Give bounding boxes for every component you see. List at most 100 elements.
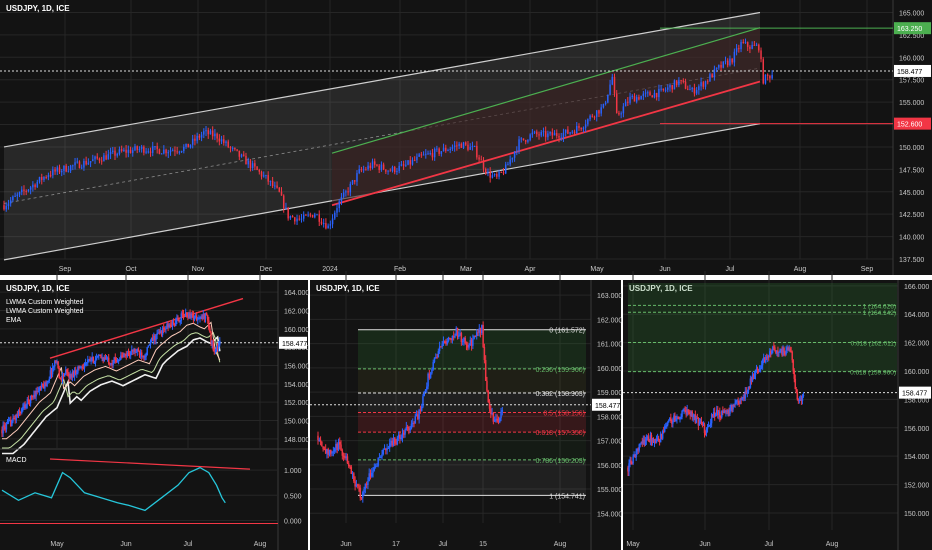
candle-body (16, 194, 19, 196)
candle-body (129, 351, 132, 356)
candle-body (677, 417, 679, 419)
candle-body (17, 410, 20, 416)
candle-body (231, 147, 234, 149)
candle-body (456, 145, 458, 147)
candle-body (139, 352, 142, 355)
candle-body (409, 428, 411, 431)
chart-panel-bottom_left[interactable]: 164.000162.000160.000158.000156.000154.0… (0, 271, 309, 550)
candle-body (734, 402, 736, 405)
candle-body (607, 94, 609, 103)
candle-body (36, 181, 39, 188)
candle-body (6, 422, 9, 424)
chart-panel-bottom_middle[interactable]: 163.000 162.000 161.000 160.000 159.000 158.0… (310, 271, 622, 550)
panel-background (0, 280, 308, 550)
candle-body (648, 440, 651, 442)
candle-body (99, 354, 101, 356)
candle-body (35, 390, 37, 397)
candle-body (332, 451, 335, 453)
candle-body (509, 159, 511, 165)
candle-body (382, 449, 385, 455)
macd-panel[interactable]: 1.000 0.500 0.000 MACD (0, 448, 308, 525)
candle-body (345, 191, 347, 193)
candle-body (369, 473, 372, 477)
x-tick-label: Sep (59, 266, 72, 273)
candle-body (697, 418, 700, 426)
candle-body (680, 416, 682, 418)
candle-body (527, 140, 529, 142)
candle-body (342, 192, 345, 197)
candle-body (641, 441, 644, 444)
candle-body (347, 463, 350, 467)
candle-body (216, 346, 219, 349)
candle-body (436, 357, 438, 359)
candle-body (100, 355, 102, 359)
candle-body (730, 404, 732, 409)
candle-body (168, 324, 170, 328)
candle-body (374, 466, 377, 468)
candle-body (165, 328, 167, 330)
candle-body (260, 171, 263, 177)
candle-body (480, 159, 483, 161)
candle-body (326, 449, 328, 454)
candle-body (758, 368, 761, 372)
candle-body (207, 130, 209, 135)
y-tick-label: 152.000 (284, 400, 309, 407)
y-tick-label: 1.000 (284, 468, 302, 475)
candle-body (745, 391, 748, 394)
candle-body (643, 439, 646, 445)
candle-body (158, 149, 161, 154)
candle-body (214, 133, 216, 137)
candle-body (431, 153, 434, 158)
candle-body (627, 467, 629, 472)
candle-body (162, 327, 165, 329)
indicator-legend-item: LWMA Custom Weighted (6, 299, 84, 306)
candle-body (83, 365, 86, 369)
candle-body (742, 42, 745, 44)
candle-body (482, 160, 485, 169)
fib-zone (358, 459, 586, 496)
candle-body (57, 361, 59, 368)
candle-body (183, 315, 186, 317)
chart-panel-bottom_right[interactable]: 166.000 164.000 162.000 160.000 158.000 156.0… (623, 271, 932, 550)
candle-body (481, 325, 483, 334)
candle-body (251, 163, 254, 168)
candle-body (52, 169, 54, 176)
candle-body (211, 130, 214, 137)
candle-body (322, 446, 324, 449)
price-label-badge (894, 117, 931, 130)
candle-body (198, 318, 200, 320)
candle-body (398, 165, 400, 171)
candle-body (120, 149, 123, 151)
candle-body (413, 159, 416, 161)
candle-body (111, 363, 113, 366)
candle-body (682, 80, 685, 82)
candle-body (756, 368, 759, 370)
candle-body (76, 372, 78, 374)
candle-body (411, 159, 414, 165)
y-tick-label: 162.500 (899, 33, 924, 40)
candle-body (77, 367, 79, 373)
candle-body (560, 137, 562, 139)
candle-body (38, 387, 41, 391)
candle-body (133, 348, 135, 352)
candle-body (72, 371, 75, 377)
candle-body (405, 164, 407, 166)
candle-body (609, 84, 611, 95)
candle-body (447, 338, 450, 342)
y-tick-label: 159.000 (597, 390, 622, 397)
candle-body (504, 164, 507, 174)
candle-body (637, 448, 639, 451)
candle-body (698, 86, 700, 91)
chart-panel-main[interactable]: 165.000162.500160.000157.500155.000152.5… (0, 0, 932, 275)
candle-body (778, 351, 780, 353)
candle-body (176, 151, 178, 153)
candle-body (216, 133, 218, 139)
y-tick-label: 156.000 (597, 463, 622, 470)
candle-body (71, 371, 74, 378)
candle-body (655, 439, 658, 443)
candle-body (240, 154, 243, 157)
candle-body (454, 335, 456, 338)
candle-body (330, 449, 332, 454)
candle-body (18, 192, 21, 195)
candle-body (733, 404, 735, 406)
